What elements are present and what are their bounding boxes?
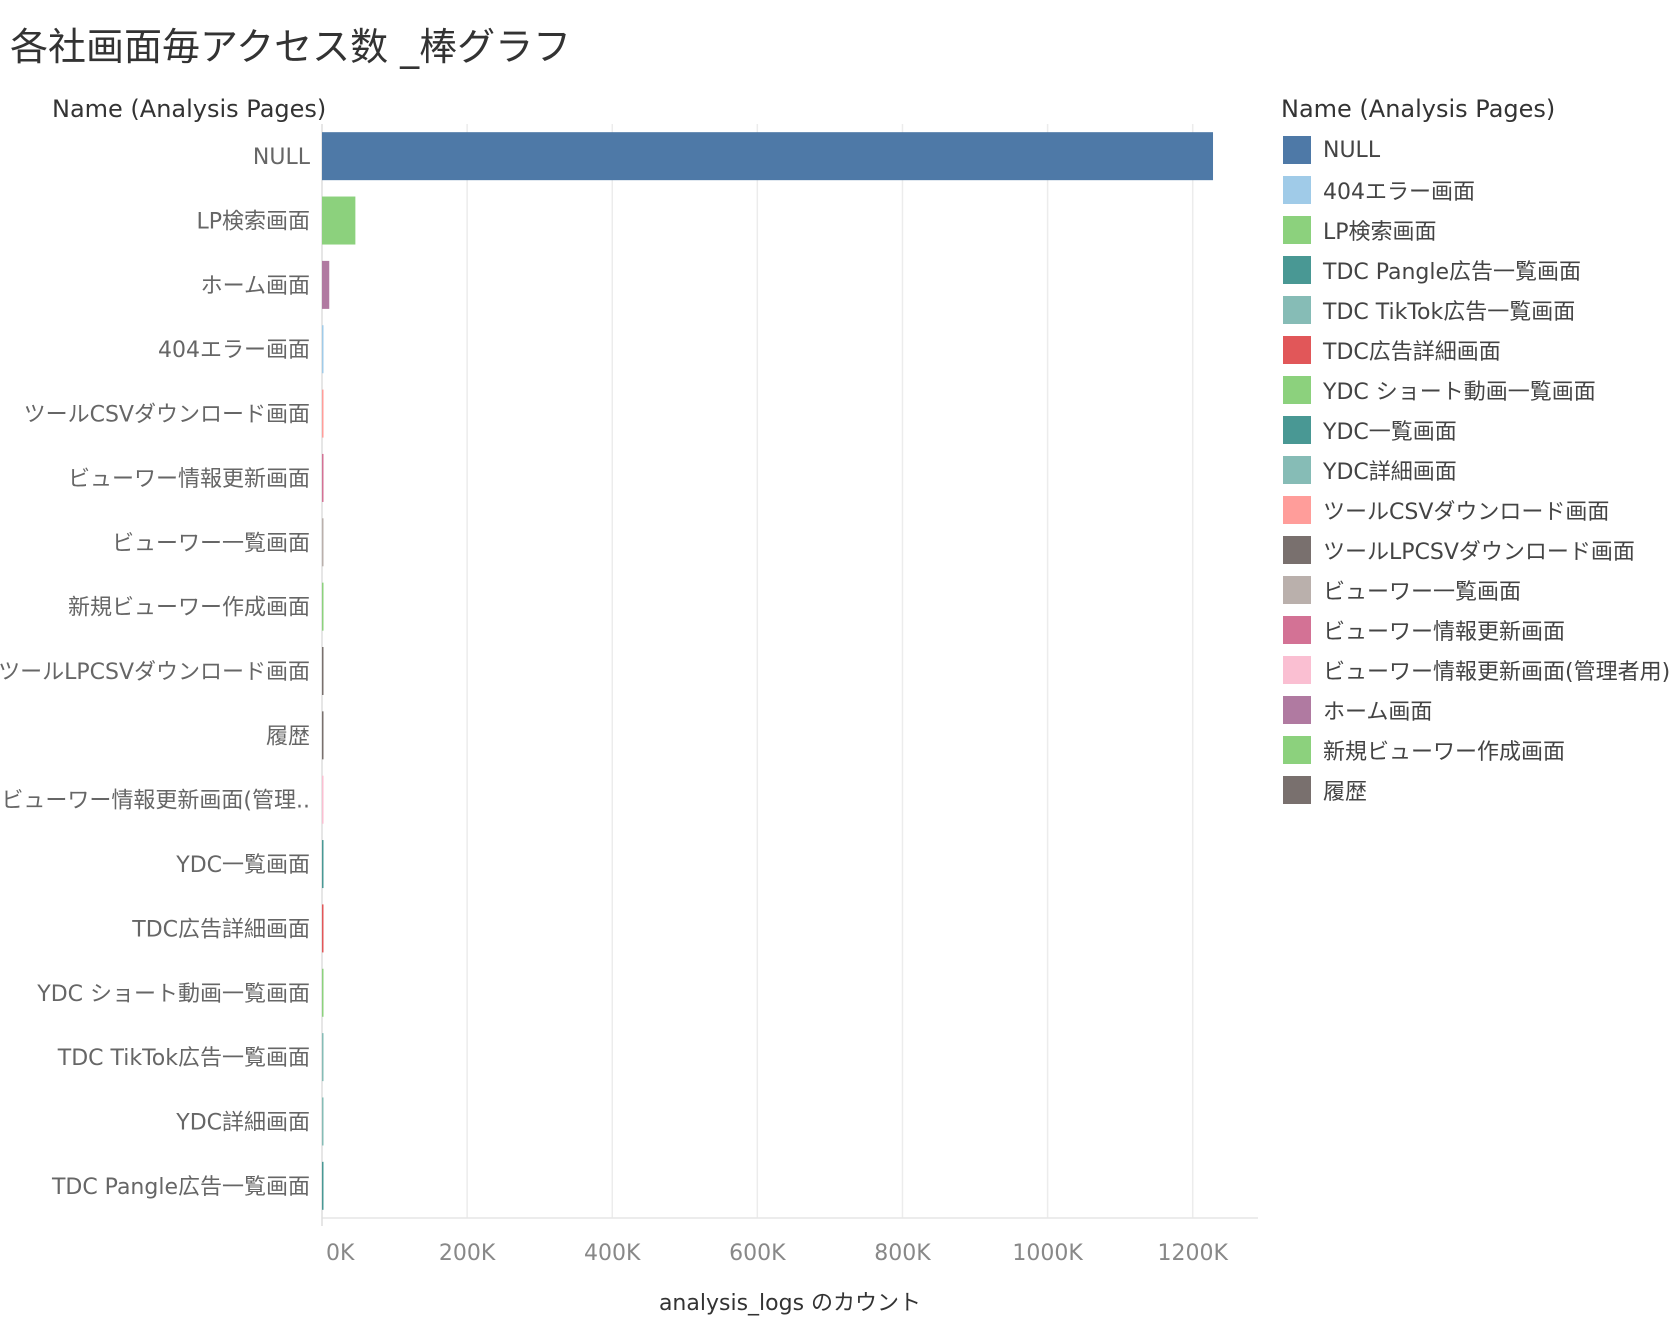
legend-swatch — [1283, 456, 1311, 484]
category-label-15: YDC詳細画面 — [175, 1110, 310, 1135]
legend-item: YDC詳細画面 — [1283, 455, 1457, 485]
legend-label: TDC広告詳細画面 — [1323, 340, 1501, 365]
legend-label: ビューワー一覧画面 — [1323, 580, 1522, 605]
legend: Name (Analysis Pages) NULL 404エラー画面 LP検索画面… — [1281, 95, 1670, 805]
legend-item: NULL — [1283, 135, 1380, 165]
legend-swatch — [1283, 256, 1311, 284]
category-label-6: ビューワー一覧画面 — [112, 531, 310, 556]
legend-item: 404エラー画面 — [1283, 175, 1475, 205]
bar-13 — [322, 968, 324, 1017]
category-label-9: 履歴 — [266, 724, 310, 749]
legend-item: ビューワー情報更新画面(管理者用) — [1283, 655, 1670, 685]
legend-label: 新規ビューワー作成画面 — [1323, 740, 1566, 765]
x-tick-label-3: 600K — [729, 1241, 786, 1266]
bar-9 — [322, 711, 324, 760]
legend-swatch — [1283, 536, 1311, 564]
legend-swatch — [1283, 336, 1311, 364]
legend-swatch — [1283, 696, 1311, 724]
category-label-14: TDC TikTok広告一覧画面 — [57, 1046, 310, 1071]
legend-swatch — [1283, 656, 1311, 684]
legend-label: ビューワー情報更新画面 — [1323, 620, 1566, 645]
legend-swatch — [1283, 136, 1311, 164]
category-label-4: ツールCSVダウンロード画面 — [24, 403, 310, 428]
category-label-12: TDC広告詳細画面 — [131, 917, 310, 942]
bar-8 — [322, 647, 324, 695]
bar-10 — [322, 775, 324, 824]
x-tick-label-6: 1200K — [1157, 1241, 1228, 1266]
x-axis-title: analysis_logs のカウント — [659, 1291, 921, 1316]
category-label-10: ビューワー情報更新画面(管理.. — [1, 789, 310, 814]
legend-title: Name (Analysis Pages) — [1281, 95, 1556, 123]
legend-swatch — [1283, 296, 1311, 324]
category-label-5: ビューワー情報更新画面 — [68, 467, 310, 492]
legend-item: TDC TikTok広告一覧画面 — [1283, 295, 1575, 325]
legend-label: 履歴 — [1323, 780, 1368, 805]
legend-item: LP検索画面 — [1283, 215, 1437, 245]
legend-item: YDC ショート動画一覧画面 — [1283, 375, 1596, 405]
bar-2 — [322, 260, 330, 309]
bar-16 — [322, 1161, 324, 1210]
legend-label: YDC ショート動画一覧画面 — [1323, 380, 1596, 405]
bar-11 — [322, 840, 324, 889]
bar-12 — [322, 904, 324, 953]
x-tick-label-1: 200K — [439, 1241, 496, 1266]
category-label-16: TDC Pangle広告一覧画面 — [51, 1175, 310, 1200]
legend-swatch — [1283, 616, 1311, 644]
category-label-13: YDC ショート動画一覧画面 — [36, 982, 310, 1007]
category-label-2: ホーム画面 — [201, 274, 310, 299]
legend-item: TDC広告詳細画面 — [1283, 335, 1501, 365]
legend-label: ホーム画面 — [1323, 700, 1433, 725]
legend-swatch — [1283, 576, 1311, 604]
legend-item: 新規ビューワー作成画面 — [1283, 735, 1565, 765]
row-header: Name (Analysis Pages) — [52, 95, 327, 123]
legend-label: TDC Pangle広告一覧画面 — [1323, 260, 1582, 285]
legend-label: TDC TikTok広告一覧画面 — [1323, 300, 1576, 325]
legend-label: ツールLPCSVダウンロード画面 — [1323, 540, 1635, 565]
legend-item: TDC Pangle広告一覧画面 — [1283, 255, 1581, 285]
legend-label: LP検索画面 — [1323, 220, 1437, 245]
x-tick-label-5: 1000K — [1012, 1241, 1083, 1266]
legend-label: 404エラー画面 — [1323, 180, 1475, 205]
x-tick-label-4: 800K — [874, 1241, 931, 1266]
legend-label: YDC詳細画面 — [1323, 460, 1457, 485]
bar-5 — [322, 453, 324, 502]
legend-swatch — [1283, 496, 1311, 524]
bar-1 — [322, 196, 356, 245]
category-label-8: ツールLPCSVダウンロード画面 — [0, 660, 310, 685]
legend-item: YDC一覧画面 — [1283, 415, 1457, 445]
legend-swatch — [1283, 216, 1311, 244]
legend-swatch — [1283, 176, 1311, 204]
legend-swatch — [1283, 776, 1311, 804]
legend-item: 履歴 — [1283, 775, 1367, 805]
bar-0 — [322, 132, 1214, 181]
category-label-1: LP検索画面 — [196, 210, 310, 235]
legend-item: ホーム画面 — [1283, 695, 1432, 725]
legend-label: ツールCSVダウンロード画面 — [1323, 500, 1610, 525]
bar-7 — [322, 582, 324, 631]
bar-6 — [322, 518, 324, 567]
legend-item: ツールLPCSVダウンロード画面 — [1283, 535, 1635, 565]
bar-3 — [322, 325, 324, 374]
bar-15 — [322, 1097, 324, 1146]
chart-title: 各社画面毎アクセス数 _棒グラフ — [10, 25, 572, 69]
legend-item: ツールCSVダウンロード画面 — [1283, 495, 1609, 525]
x-tick-label-2: 400K — [584, 1241, 641, 1266]
legend-label: YDC一覧画面 — [1323, 420, 1457, 445]
category-label-3: 404エラー画面 — [158, 338, 310, 363]
legend-item: ビューワー一覧画面 — [1283, 575, 1521, 605]
category-label-11: YDC一覧画面 — [175, 853, 310, 878]
category-label-7: 新規ビューワー作成画面 — [68, 596, 310, 621]
legend-label: NULL — [1323, 137, 1381, 163]
legend-swatch — [1283, 736, 1311, 764]
legend-item: ビューワー情報更新画面 — [1283, 615, 1565, 645]
legend-label: ビューワー情報更新画面(管理者用) — [1323, 660, 1671, 685]
bar-4 — [322, 389, 324, 438]
x-tick-label-0: 0K — [326, 1241, 355, 1266]
legend-swatch — [1283, 376, 1311, 404]
bar-14 — [322, 1033, 324, 1082]
category-label-0: NULL — [253, 145, 311, 170]
legend-swatch — [1283, 416, 1311, 444]
